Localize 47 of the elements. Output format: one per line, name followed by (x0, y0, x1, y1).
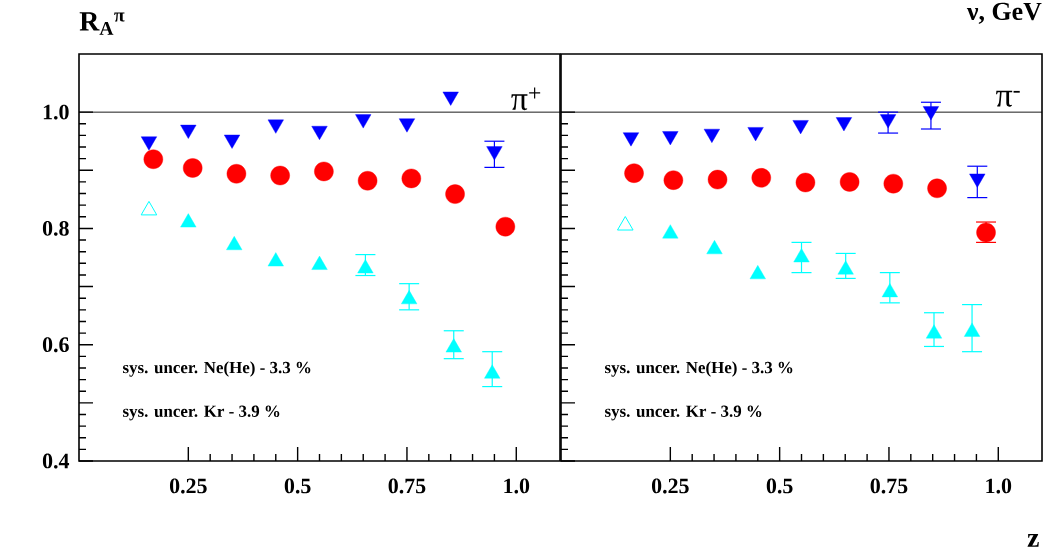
point (793, 248, 810, 263)
point (964, 322, 981, 337)
y-tick-label: 0.4 (42, 453, 70, 469)
x-axis-title: z (1027, 533, 1039, 547)
x-tick-label: 0.5 (766, 478, 793, 494)
x-tick-label: 0.25 (651, 478, 689, 494)
y-tick-label: 0.8 (42, 220, 69, 236)
point (622, 132, 639, 147)
x-tick-label: 0.25 (169, 478, 207, 494)
point (969, 173, 986, 188)
point (795, 172, 816, 193)
x-tick-label: 0.75 (870, 478, 908, 494)
point (749, 265, 766, 280)
point (881, 283, 898, 298)
x-tick-label: 1.0 (986, 478, 1012, 494)
annotation: sys. uncer. Ne(He) - 3.3 % (123, 361, 311, 377)
point (747, 127, 764, 142)
point (662, 131, 679, 146)
annotation: sys. uncer. Ne(He) - 3.3 % (605, 361, 793, 377)
point (839, 172, 860, 192)
point (751, 168, 771, 188)
text: ν, GeV (966, 2, 1042, 24)
point (835, 117, 852, 132)
y-tick-label: 1.0 (43, 104, 69, 120)
annotation: π$^{+}$ (511, 87, 541, 111)
y-axis-title: R$_{A}$π (79, 12, 125, 35)
point (926, 324, 942, 339)
point (880, 114, 897, 129)
x-tick-label: 0.75 (388, 478, 426, 494)
point (707, 169, 728, 190)
point (927, 178, 947, 199)
point (703, 128, 720, 143)
point (706, 240, 723, 255)
annotation: sys. uncer. Kr - 3.9 % (123, 405, 280, 421)
point (663, 170, 684, 190)
annotation: π$^{-}$ (996, 90, 1020, 107)
x-tick-label: 1.0 (504, 478, 530, 494)
point (662, 224, 679, 239)
annotation: sys. uncer. Kr - 3.9 % (605, 405, 762, 421)
point (616, 216, 634, 231)
y-tick-label: 0.6 (42, 337, 69, 353)
point (883, 173, 904, 194)
point (624, 163, 644, 183)
point (837, 260, 854, 275)
x-tick-label: 0.5 (284, 478, 311, 494)
point (792, 120, 809, 135)
point (922, 106, 939, 121)
